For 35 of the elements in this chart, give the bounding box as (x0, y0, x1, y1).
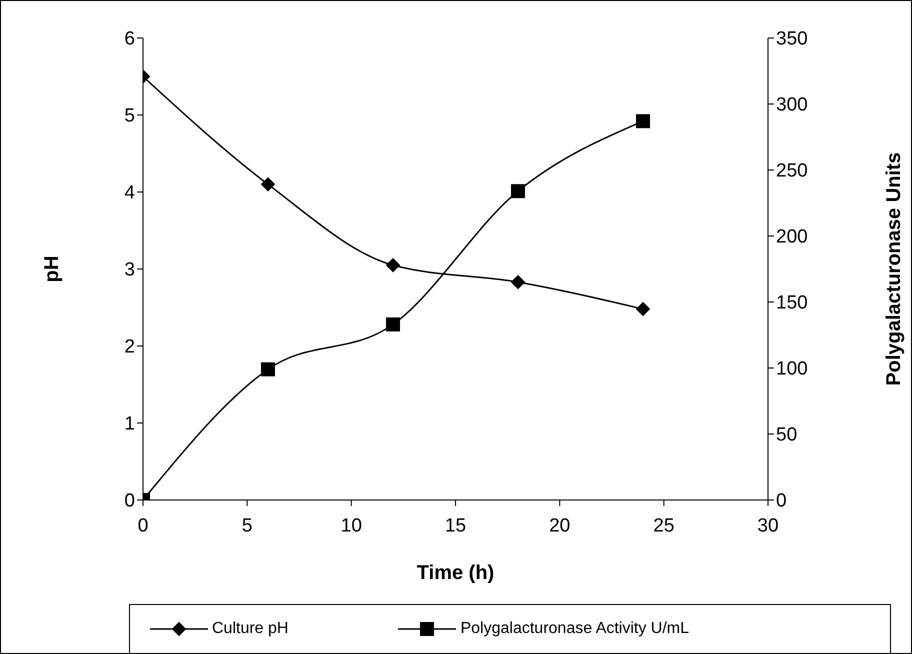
point (261, 362, 275, 376)
y-tick-label: 6 (124, 28, 135, 50)
y2-tick-label: 200 (776, 226, 808, 248)
x-tick-label: 0 (138, 515, 148, 536)
y-axis-title: pH (41, 256, 64, 282)
x-tick-label: 10 (340, 515, 362, 536)
y2-tick-label: 150 (776, 292, 808, 314)
point (511, 275, 525, 290)
legend-label: Culture pH (212, 620, 288, 638)
x-axis-title: Time (h) (416, 562, 494, 584)
y-tick-label: 0 (124, 490, 135, 512)
x-tick-label: 15 (444, 515, 466, 536)
y2-tick-label: 350 (776, 28, 808, 50)
point (511, 184, 525, 198)
y2-tick-label: 0 (776, 490, 787, 512)
x-tick-label: 5 (242, 515, 252, 536)
y-tick-label: 1 (124, 414, 135, 435)
y2-tick-label: 250 (776, 160, 808, 182)
y-tick-label: 2 (124, 336, 135, 358)
legend-label: Polygalacturonase Activity U/mL (460, 620, 690, 638)
x-tick-label: 20 (549, 515, 570, 536)
point (261, 177, 275, 192)
point (636, 114, 650, 128)
y2-axis-title: Polygalacturonase Units (883, 152, 906, 386)
point (386, 258, 400, 272)
point (636, 302, 650, 316)
point (386, 317, 400, 332)
y-tick-label: 3 (124, 260, 135, 281)
y2-tick-label: 50 (776, 424, 798, 446)
x-tick-label: 25 (653, 515, 674, 536)
y2-tick-label: 300 (776, 94, 808, 116)
x-tick-label: 30 (757, 515, 779, 536)
y2-tick-label: 100 (776, 358, 808, 380)
y-tick-label: 5 (124, 106, 135, 127)
y-tick-label: 4 (124, 182, 136, 204)
